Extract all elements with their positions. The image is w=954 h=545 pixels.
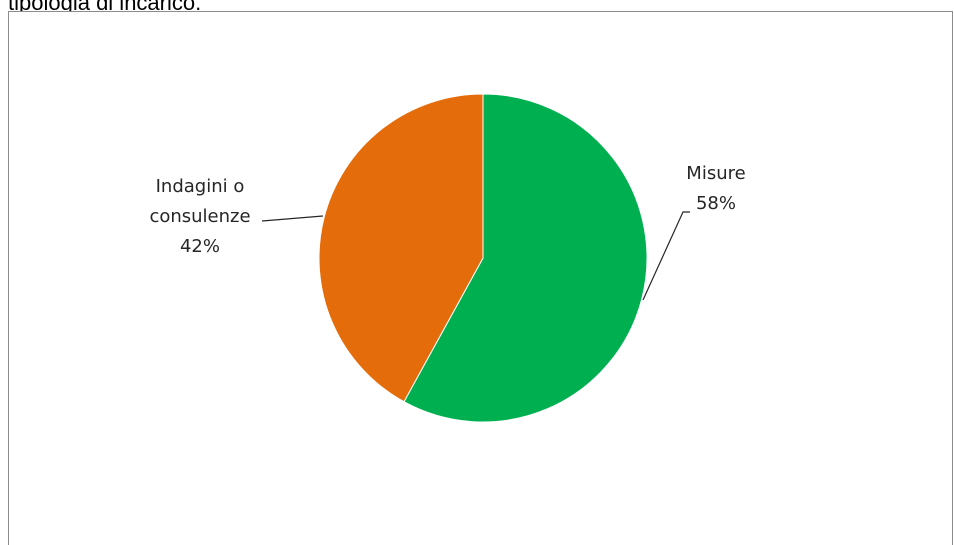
data-label-1-1: consulenze (149, 206, 250, 227)
data-label-pct-0: 58% (696, 193, 736, 214)
data-label-pct-1: 42% (180, 236, 220, 257)
leader-line-1 (262, 216, 323, 221)
data-label-1-0: Indagini o (156, 176, 245, 197)
leader-line-0 (643, 212, 690, 300)
data-label-0-0: Misure (686, 163, 745, 184)
